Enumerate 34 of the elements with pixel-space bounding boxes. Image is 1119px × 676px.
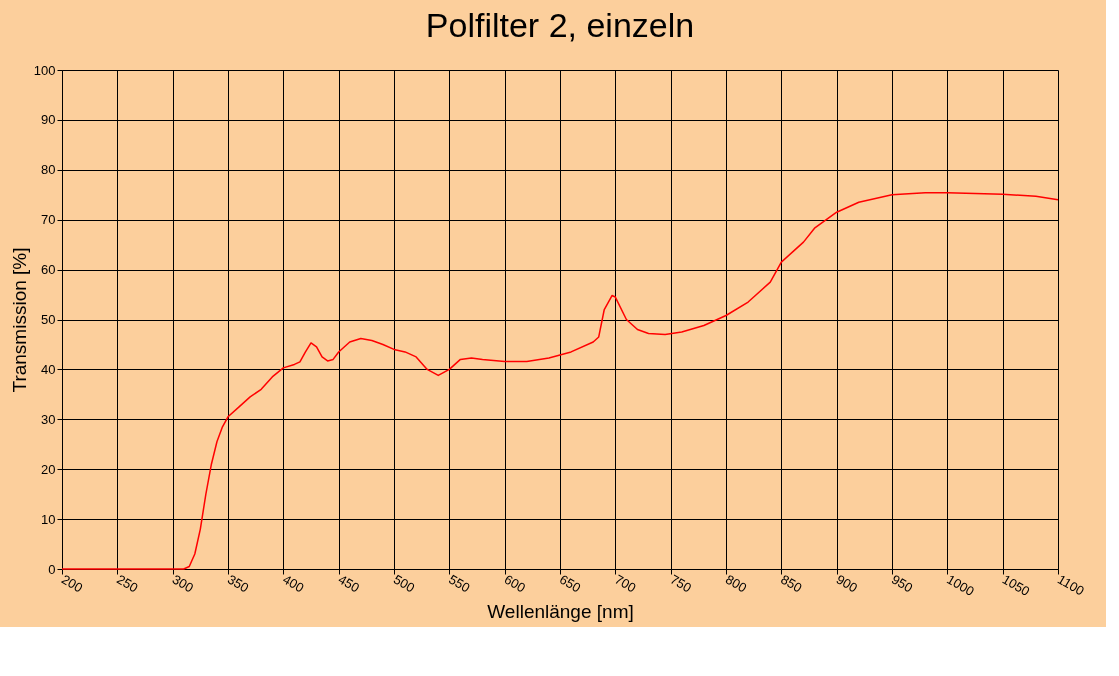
x-tick-label: 400: [280, 571, 307, 596]
y-tick-label: 60: [41, 262, 56, 278]
x-tick-label: 250: [114, 571, 141, 596]
y-tick-label: 80: [41, 162, 56, 178]
y-tick-label: 70: [41, 212, 56, 228]
x-tick-label: 600: [501, 571, 528, 596]
y-tick-label: 30: [41, 411, 56, 427]
x-tick-label: 750: [667, 571, 694, 596]
chart-title: Polfilter 2, einzeln: [425, 6, 695, 44]
x-tick-label: 550: [446, 571, 473, 596]
x-tick-label: 350: [225, 571, 252, 596]
x-tick-label: 1000: [944, 571, 977, 600]
x-axis-title: Wellenlänge [nm]: [487, 601, 634, 623]
y-tick-label: 50: [41, 312, 56, 327]
y-tick-label: 40: [41, 361, 56, 377]
y-tick-label: 0: [48, 561, 56, 577]
y-tick-label: 20: [41, 461, 56, 477]
x-tick-label: 500: [391, 571, 418, 596]
x-tick-label: 650: [557, 571, 584, 596]
x-tick-label: 450: [335, 571, 362, 596]
x-tick-label: 800: [723, 571, 750, 596]
y-axis-title: Transmission [%]: [8, 247, 30, 393]
x-tick-label: 200: [59, 571, 86, 596]
line-series: [61, 192, 1059, 570]
x-tick-label: 1050: [999, 571, 1033, 600]
y-tick-label: 100: [33, 62, 56, 78]
x-tick-label: 950: [889, 571, 916, 596]
x-tick-label: 1100: [1055, 571, 1087, 599]
x-tick-label: 900: [833, 571, 860, 596]
y-tick-label: 90: [41, 112, 56, 128]
x-tick-label: 300: [169, 571, 196, 596]
y-tick-label: 10: [41, 511, 56, 527]
x-tick-label: 850: [778, 571, 805, 596]
x-tick-label: 700: [612, 571, 639, 596]
